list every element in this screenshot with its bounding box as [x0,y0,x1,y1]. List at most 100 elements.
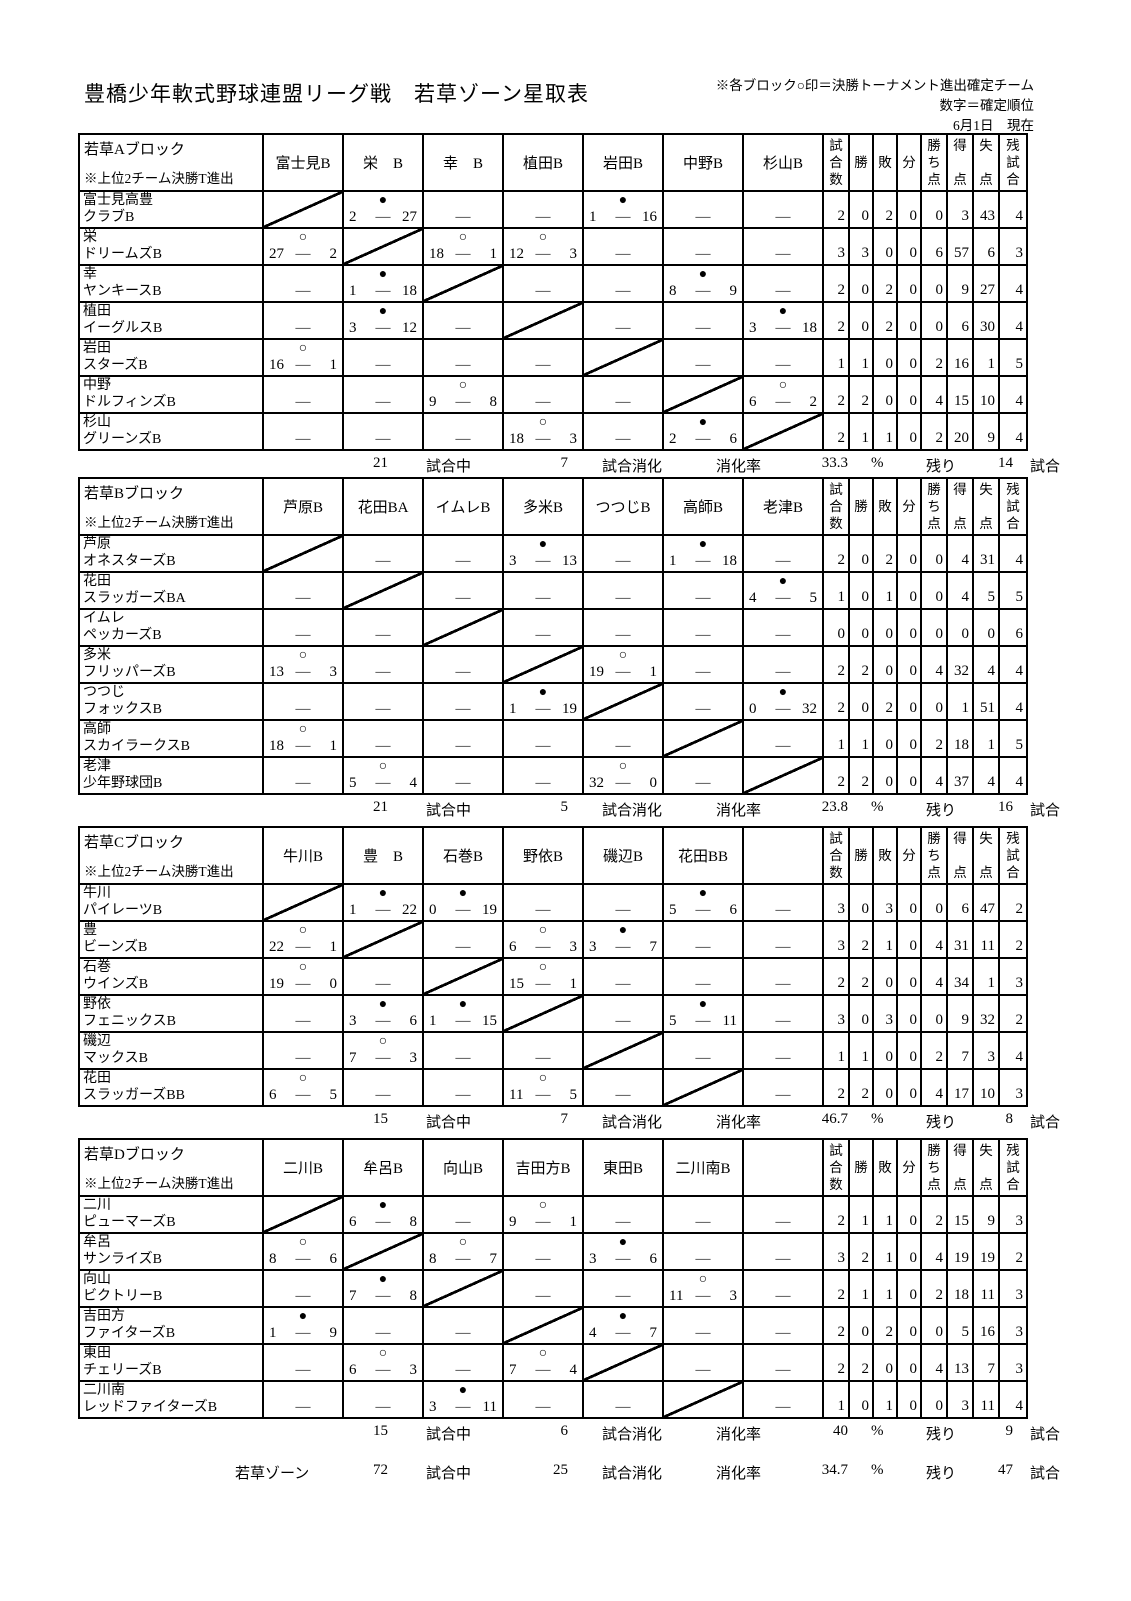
win-mark-icon: ○ [538,923,548,938]
score-for: 27 [269,246,284,262]
match-cell: ● 1 — 16 [582,190,664,229]
no-match-dash: — [535,394,551,410]
no-match-dash: — [295,1362,311,1378]
no-match-dash: — [375,431,391,447]
stat-header: 分 [896,826,922,885]
no-match-dash: — [455,939,471,955]
no-match-dash: — [615,1399,631,1415]
team-row: 二川 ピューマーズB ● 6—8— ○ 9—1— — —2 1 1 0 2 15 9 3 [78,1195,1028,1234]
no-match-cell: — [502,719,584,758]
team-name: 花田 スラッガーズBA [78,571,264,610]
stat-header: 分 [896,1138,922,1197]
stat-cell: 10 [972,375,1000,414]
no-match-cell: — [582,719,664,758]
team-row: 高師 スカイラークスB ○ 18—1— — — — —1 1 0 0 2 18 1 5 [78,719,1028,758]
summary-remaining: 47 [998,1462,1013,1478]
team-name-line-2: フリッパーズB [83,665,176,680]
team-name-line-2: ビーンズB [83,940,148,955]
column-header [742,826,824,885]
win-mark-icon: ○ [538,960,548,975]
no-match-cell: — [742,1195,824,1234]
column-header: 栄 B [342,133,424,192]
win-mark-icon: ○ [298,923,308,938]
team-name: 花田 スラッガーズBB [78,1068,264,1107]
stat-cell: 4 [946,534,974,573]
no-match-cell: — [742,883,824,922]
stat-cell: 0 [896,301,922,340]
match-score: 8 — 7 [425,1251,501,1268]
diagonal-cell [662,1068,744,1107]
match-score: 16 — 1 [265,357,341,374]
score-for: 1 [589,209,597,225]
no-match-dash: — [455,1050,471,1066]
team-name-line-1: 野依 [83,997,111,1012]
match-score: 3 — 12 [345,320,421,337]
stat-cell: 0 [848,264,874,303]
no-match-cell: — [262,756,344,795]
score-separator: — [375,1288,391,1304]
no-match-dash: — [615,1013,631,1029]
stat-cell: 5 [998,719,1028,758]
stat-cell: 4 [946,571,974,610]
stat-cell: 2 [822,1269,850,1308]
no-match-dash: — [375,394,391,410]
no-match-cell: — [422,756,504,795]
stat-cell: 0 [896,1031,922,1070]
stat-header: 失点 [972,1138,1000,1197]
stat-header: 得点 [946,826,974,885]
lose-mark-icon: ● [698,415,708,430]
block-summary: 21 試合中 5 試合消化 消化率 23.8% 残り 16 試合 [78,795,1060,821]
match-cell: ○ 6 — 2 [742,375,824,414]
stat-cell: 1 [822,1380,850,1419]
win-mark-icon: ○ [458,230,468,245]
stat-cell: 19 [972,1232,1000,1271]
score-for: 5 [349,775,357,791]
stat-cell: 0 [848,190,874,229]
win-mark-icon: ○ [458,1235,468,1250]
team-row: イムレ ペッカーズB — — — — — —0 0 0 0 0 0 0 6 [78,608,1028,647]
block-name: 若草Dブロック [84,1147,185,1163]
score-against: 8 [409,1288,418,1304]
no-match-dash: — [455,590,471,606]
score-against: 5 [809,590,818,606]
column-header: イムレB [422,477,504,536]
team-name-line-2: ピューマーズB [83,1215,176,1230]
no-match-dash: — [535,1050,551,1066]
summary-remaining: 9 [1005,1423,1014,1439]
column-header: 野依B [502,826,584,885]
match-score: 6 — 3 [345,1362,421,1379]
no-match-cell: — [582,301,664,340]
team-row: 老津 少年野球団B — ○ 5—4— — ○ 32—0—2 2 0 0 4 37 4 4 [78,756,1028,795]
stat-cell: 0 [896,190,922,229]
match-cell: ○ 7 — 3 [342,1031,424,1070]
team-name: 磯辺 マックスB [78,1031,264,1070]
score-against: 6 [729,431,738,447]
no-match-dash: — [375,553,391,569]
match-cell: ● 1 — 18 [342,264,424,303]
match-cell: ● 6 — 8 [342,1195,424,1234]
team-name-line-1: 栄 [83,230,97,245]
stat-cell: 2 [822,264,850,303]
score-separator: — [615,1325,631,1341]
stat-cell: 3 [998,1306,1028,1345]
stat-cell: 27 [972,264,1000,303]
stat-cell: 2 [872,1306,898,1345]
team-name-line-1: 豊 [83,923,97,938]
match-score: 13 — 3 [265,664,341,681]
no-match-cell: — [662,338,744,377]
match-score: 1 — 18 [345,283,421,300]
score-against: 3 [569,246,578,262]
score-against: 1 [329,738,338,754]
summary-games-label: 試合中 [426,803,472,819]
no-match-dash: — [695,701,711,717]
match-score: 5 — 4 [345,775,421,792]
no-match-dash: — [695,1325,711,1341]
match-score: 9 — 8 [425,394,501,411]
no-match-dash: — [615,976,631,992]
diagonal-cell [742,756,824,795]
match-score: 2 — 6 [665,431,741,448]
no-match-cell: — [262,1031,344,1070]
match-score: 6 — 2 [745,394,821,411]
stat-cell: 0 [896,1068,922,1107]
team-name-line-1: 磯辺 [83,1034,111,1049]
